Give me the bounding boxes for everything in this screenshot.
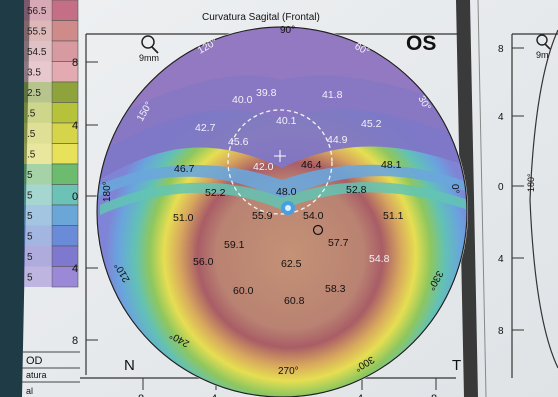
- scale-value: 2.5: [27, 88, 41, 99]
- reading: 62.5: [281, 258, 302, 270]
- reading: 54.0: [303, 210, 324, 222]
- zoom-icon[interactable]: 9mm: [139, 35, 159, 63]
- od-label: OD: [26, 355, 43, 367]
- nasal-label: N: [124, 357, 135, 374]
- scale-value: 5: [27, 211, 33, 222]
- scale-value: 5: [27, 170, 33, 181]
- reading: 55.9: [252, 210, 273, 222]
- reading: 51.0: [173, 212, 194, 224]
- reading: 41.8: [322, 89, 343, 101]
- temporal-label: T: [452, 357, 461, 374]
- sagittal-fragment: al: [26, 386, 33, 396]
- curvature-fragment: atura: [26, 370, 47, 380]
- scale-swatch: [51, 81, 79, 103]
- reading: 46.7: [174, 163, 195, 175]
- reading: 48.1: [381, 159, 402, 171]
- reading: 51.1: [383, 210, 404, 222]
- reading: 58.3: [325, 283, 346, 295]
- curvature-readings: 39.8 40.0 41.8 42.7 40.1 45.2 45.6 44.9 …: [173, 87, 404, 307]
- reading: 42.0: [253, 161, 274, 173]
- x-tick: 8: [138, 393, 144, 397]
- angle-90: 90°: [280, 25, 295, 36]
- y-tick: 8: [72, 335, 78, 347]
- scale-swatch: [51, 20, 79, 42]
- reading: 40.0: [232, 94, 253, 106]
- right-y-tick: 8: [498, 326, 504, 337]
- reading: 46.4: [301, 159, 322, 171]
- angle-0: 0°: [449, 184, 460, 194]
- reading: 48.0: [276, 186, 297, 198]
- y-tick: 0: [72, 191, 78, 203]
- scale-value: 56.5: [27, 6, 47, 17]
- scale-value: 54.5: [27, 47, 47, 58]
- y-tick: 4: [72, 120, 78, 132]
- reading: 54.8: [369, 253, 390, 265]
- reading: 40.1: [276, 115, 297, 127]
- color-scale: 56.5 55.5 54.5 3.5 2.5 .5 .5 .5 5 5 5 5 5 5: [24, 0, 79, 288]
- scale-value: 5: [27, 191, 33, 202]
- right-y-tick: 4: [498, 254, 504, 265]
- reading: 57.7: [328, 237, 349, 249]
- reading: 52.8: [346, 184, 367, 196]
- scale-swatch: [51, 143, 79, 165]
- scale-swatch: [51, 225, 79, 247]
- scale-value: .5: [27, 129, 36, 140]
- reading: 42.7: [195, 122, 216, 134]
- reading: 45.6: [228, 136, 249, 148]
- scale-value: 3.5: [27, 68, 41, 79]
- scale-value: 5: [27, 252, 33, 263]
- reading: 59.1: [224, 239, 245, 251]
- right-zoom-icon[interactable]: 9m: [536, 34, 551, 60]
- scale-footer: OD atura al: [22, 351, 80, 396]
- right-y-tick: 0: [498, 182, 504, 193]
- right-angle-180: 180°: [526, 173, 536, 192]
- scale-value: .5: [27, 109, 36, 120]
- scale-value: 5: [27, 232, 33, 243]
- right-y-tick: 8: [498, 44, 504, 55]
- x-tick: 4: [357, 393, 363, 397]
- angle-270: 270°: [278, 366, 299, 377]
- reading: 52.2: [205, 187, 226, 199]
- reading: 39.8: [256, 87, 277, 99]
- reading: 56.0: [193, 256, 214, 268]
- zoom-label: 9mm: [139, 53, 159, 63]
- scale-value: 55.5: [27, 27, 47, 38]
- scale-swatch: [51, 163, 79, 185]
- y-tick: 4: [72, 263, 78, 275]
- reading: 60.0: [233, 285, 254, 297]
- scale-value: .5: [27, 150, 36, 161]
- scale-swatch: [51, 204, 79, 226]
- scale-value: 5: [27, 273, 33, 284]
- scale-swatch: [51, 0, 79, 21]
- y-tick: 8: [72, 57, 78, 69]
- map-title: Curvatura Sagital (Frontal): [202, 12, 320, 23]
- reading: 44.9: [327, 134, 348, 146]
- eye-label: OS: [406, 32, 436, 55]
- right-zoom-label: 9m: [536, 50, 549, 60]
- angle-180: 180°: [102, 181, 113, 202]
- y-axis: 8 4 0 4 8: [72, 57, 98, 347]
- x-tick: 4: [211, 393, 217, 397]
- x-tick: 8: [431, 393, 437, 397]
- right-map-panel: 8 4 0 4 8 180° 9m: [498, 29, 558, 378]
- reading: 45.2: [361, 118, 382, 130]
- right-y-tick: 4: [498, 112, 504, 123]
- reading: 60.8: [284, 295, 305, 307]
